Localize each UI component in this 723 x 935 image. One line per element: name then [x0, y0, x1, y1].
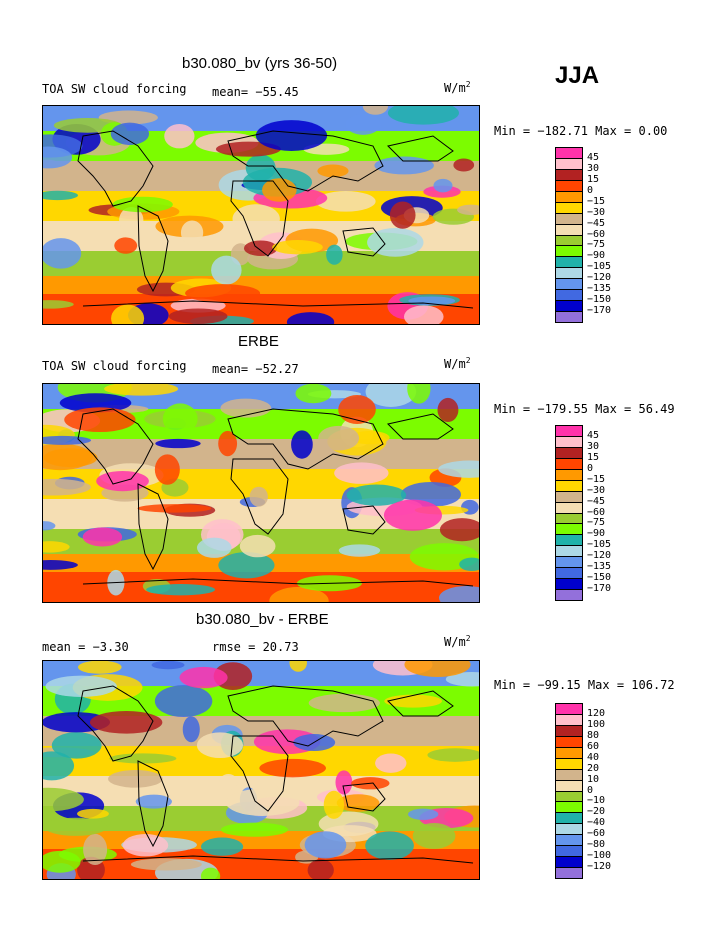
panel-3-minmax: Min = −99.15 Max = 106.72: [494, 678, 675, 692]
panel-3-units: W/m2: [444, 634, 471, 649]
panel-2-field-label: TOA SW cloud forcing: [42, 359, 187, 373]
colorbar-tick-label: −80: [587, 839, 606, 851]
panel-1-minmax: Min = −182.71 Max = 0.00: [494, 124, 668, 138]
colorbar-tick-label: −30: [587, 484, 606, 496]
colorbar-swatch: [555, 311, 583, 323]
colorbar-tick-label: 10: [587, 773, 600, 785]
panel-1-map: [42, 105, 480, 325]
colorbar-tick-label: 15: [587, 173, 600, 185]
colorbar-tick-label: −15: [587, 195, 606, 207]
colorbar-swatch: [555, 867, 583, 879]
panel-1-mean: mean= −55.45: [212, 85, 299, 99]
colorbar-tick-label: −40: [587, 817, 606, 829]
panel-1-colorbar: 45 30 15 0 −15 −30 −45 −60 −75 −90 −105 −120 −135 −15…: [555, 147, 635, 323]
colorbar-tick-label: 40: [587, 751, 600, 763]
panel-1-field-label: TOA SW cloud forcing: [42, 82, 187, 96]
panel-3-mean: mean = −3.30: [42, 640, 129, 654]
colorbar-tick-label: −10: [587, 795, 606, 807]
panel-2-mean: mean= −52.27: [212, 362, 299, 376]
colorbar-tick-label: −170: [587, 583, 612, 595]
colorbar-tick-label: −15: [587, 473, 606, 485]
colorbar-tick-label: −60: [587, 506, 606, 518]
colorbar-tick-label: −45: [587, 217, 606, 229]
colorbar-tick-label: −120: [587, 272, 612, 284]
panel-3-colorbar: 120 100 80 60 40 20 10 0 −10 −20 −40 −60 −80 −100 −120: [555, 703, 635, 879]
season-label: JJA: [555, 62, 600, 89]
colorbar-tick-label: −45: [587, 495, 606, 507]
colorbar-tick-label: 20: [587, 762, 600, 774]
colorbar-tick-label: 0: [587, 184, 594, 196]
colorbar-tick-label: −30: [587, 206, 606, 218]
colorbar-tick-label: 100: [587, 718, 606, 730]
colorbar-tick-label: −120: [587, 550, 612, 562]
colorbar-tick-label: 0: [587, 784, 594, 796]
colorbar-tick-label: −150: [587, 294, 612, 306]
panel-2-colorbar: 45 30 15 0 −15 −30 −45 −60 −75 −90 −105 −120 −135 −15…: [555, 425, 635, 601]
colorbar-tick-label: −90: [587, 528, 606, 540]
colorbar-tick-label: 30: [587, 162, 600, 174]
colorbar-tick-label: 120: [587, 707, 606, 719]
colorbar-tick-label: −105: [587, 261, 612, 273]
colorbar-tick-label: 30: [587, 440, 600, 452]
colorbar-tick-label: −75: [587, 239, 606, 251]
panel-3-title: b30.080_bv - ERBE: [196, 611, 329, 628]
colorbar-tick-label: −120: [587, 861, 612, 873]
colorbar-tick-label: 0: [587, 462, 594, 474]
colorbar-swatch: [555, 589, 583, 601]
colorbar-tick-label: −105: [587, 539, 612, 551]
colorbar-tick-label: 45: [587, 151, 600, 163]
colorbar-tick-label: 15: [587, 451, 600, 463]
colorbar-tick-label: −90: [587, 250, 606, 262]
panel-3-rmse: rmse = 20.73: [212, 640, 299, 654]
panel-1-units: W/m2: [444, 80, 471, 95]
colorbar-tick-label: 60: [587, 740, 600, 752]
colorbar-tick-label: −150: [587, 572, 612, 584]
colorbar-tick-label: −135: [587, 283, 612, 295]
colorbar-tick-label: −75: [587, 517, 606, 529]
colorbar-tick-label: −60: [587, 228, 606, 240]
colorbar-tick-label: 80: [587, 729, 600, 741]
panel-3-map: [42, 660, 480, 880]
colorbar-tick-label: −135: [587, 561, 612, 573]
panel-1-title: b30.080_bv (yrs 36-50): [182, 55, 338, 72]
colorbar-tick-label: 45: [587, 429, 600, 441]
panel-2-map: [42, 383, 480, 603]
colorbar-tick-label: −20: [587, 806, 606, 818]
colorbar-tick-label: −60: [587, 828, 606, 840]
panel-2-minmax: Min = −179.55 Max = 56.49: [494, 402, 675, 416]
panel-2-title: ERBE: [238, 333, 279, 350]
colorbar-tick-label: −100: [587, 850, 612, 862]
panel-2-units: W/m2: [444, 356, 471, 371]
colorbar-tick-label: −170: [587, 305, 612, 317]
